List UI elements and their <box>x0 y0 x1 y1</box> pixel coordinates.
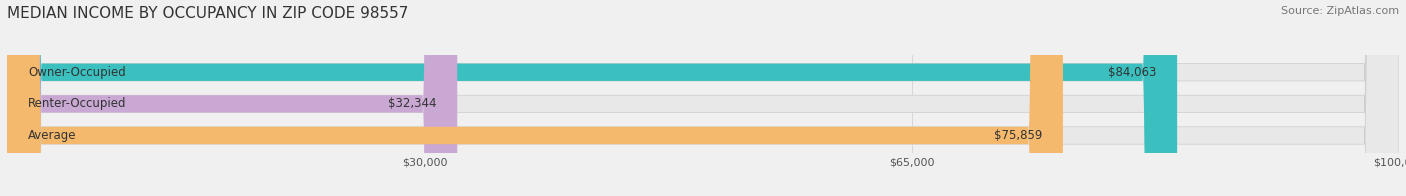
FancyBboxPatch shape <box>7 0 1399 196</box>
FancyBboxPatch shape <box>7 0 1177 196</box>
FancyBboxPatch shape <box>7 0 1063 196</box>
Text: Average: Average <box>28 129 76 142</box>
Text: $75,859: $75,859 <box>994 129 1042 142</box>
FancyBboxPatch shape <box>7 0 1399 196</box>
Text: MEDIAN INCOME BY OCCUPANCY IN ZIP CODE 98557: MEDIAN INCOME BY OCCUPANCY IN ZIP CODE 9… <box>7 6 408 21</box>
Text: $84,063: $84,063 <box>1108 66 1156 79</box>
Text: $32,344: $32,344 <box>388 97 436 110</box>
Text: Renter-Occupied: Renter-Occupied <box>28 97 127 110</box>
Text: Owner-Occupied: Owner-Occupied <box>28 66 125 79</box>
FancyBboxPatch shape <box>7 0 1399 196</box>
FancyBboxPatch shape <box>7 0 457 196</box>
Text: Source: ZipAtlas.com: Source: ZipAtlas.com <box>1281 6 1399 16</box>
